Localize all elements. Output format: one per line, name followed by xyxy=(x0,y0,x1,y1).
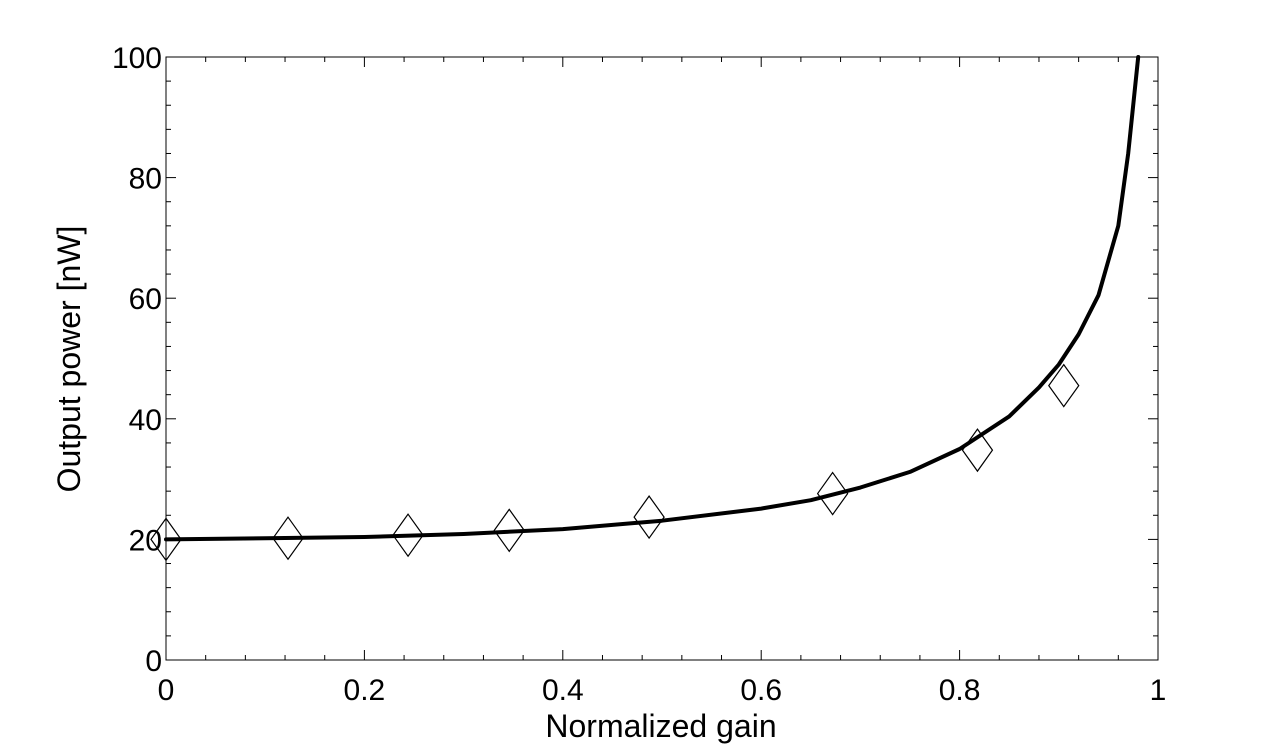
x-tick-label: 0 xyxy=(158,674,175,707)
x-tick-label: 1 xyxy=(1150,674,1167,707)
plot-frame xyxy=(165,56,1159,661)
model-curve xyxy=(164,55,1141,542)
x-tick-label: 0.6 xyxy=(740,674,782,707)
axis-ticks xyxy=(165,56,1159,661)
data-point-diamond xyxy=(961,428,994,473)
series xyxy=(150,55,1141,562)
data-point-diamond xyxy=(1048,363,1080,408)
y-tick-label: 80 xyxy=(129,163,162,196)
y-axis-label: Output power [nW] xyxy=(51,226,87,493)
y-tick-label: 40 xyxy=(129,404,162,437)
x-tick-label: 0.2 xyxy=(344,674,386,707)
x-axis-label: Normalized gain xyxy=(545,708,776,744)
data-point-diamond xyxy=(392,513,424,558)
y-tick-label: 100 xyxy=(112,42,162,75)
data-point-diamond xyxy=(272,516,304,561)
data-point-diamond xyxy=(493,508,525,553)
x-tick-label: 0.8 xyxy=(939,674,981,707)
data-point-diamond xyxy=(816,471,849,516)
y-tick-label: 20 xyxy=(129,524,162,557)
plot-area xyxy=(165,56,1159,661)
y-tick-label: 0 xyxy=(145,645,162,678)
y-tick-label: 60 xyxy=(129,283,162,316)
data-point-diamond xyxy=(150,517,182,562)
tick-labels: 0 0.2 0.4 0.6 0.8 1 0 20 40 60 80 100 xyxy=(112,42,1166,707)
data-point-diamond xyxy=(633,495,665,540)
x-tick-label: 0.4 xyxy=(542,674,584,707)
